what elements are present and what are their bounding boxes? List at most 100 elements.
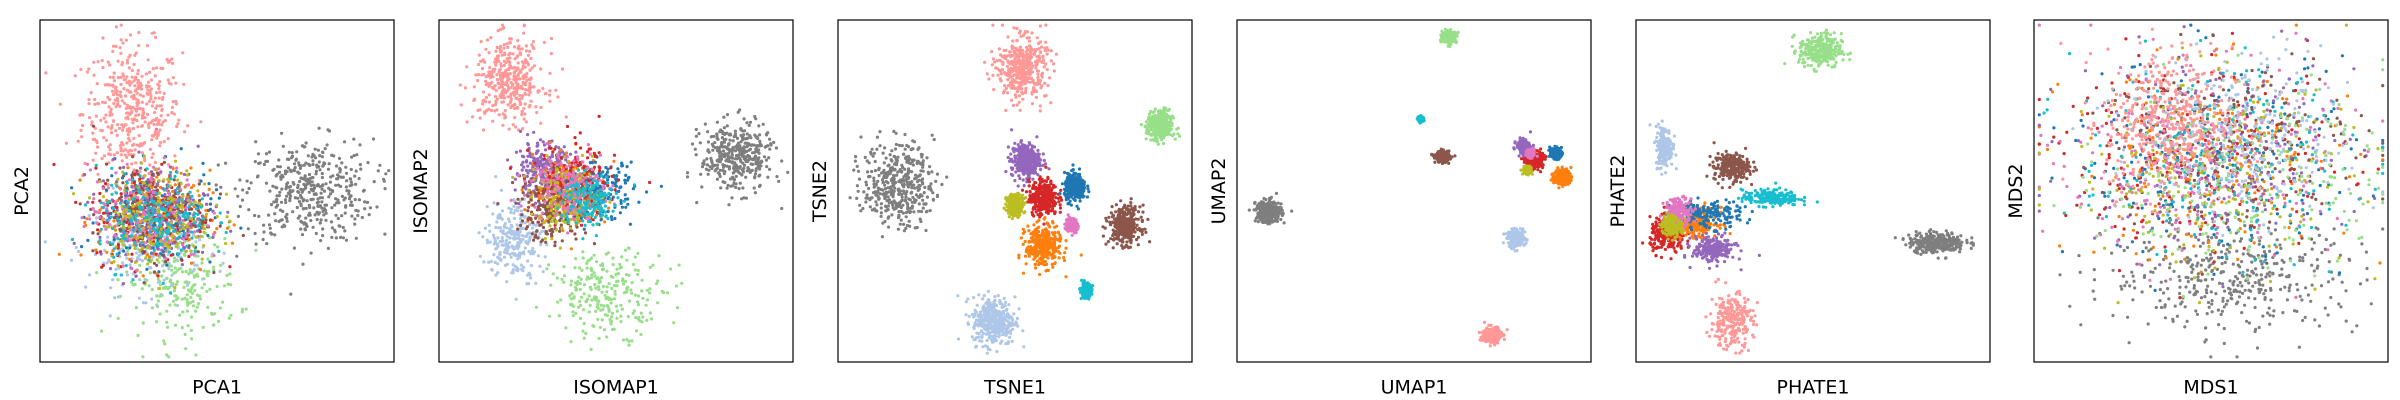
scatter-point <box>83 173 87 177</box>
scatter-point <box>150 251 154 255</box>
scatter-point <box>158 283 162 287</box>
scatter-point <box>171 299 176 303</box>
scatter-point <box>89 91 93 95</box>
scatter-point <box>618 186 622 190</box>
scatter-point <box>538 231 542 236</box>
scatter-point <box>534 105 538 109</box>
scatter-point <box>112 153 116 157</box>
scatter-point <box>495 54 499 59</box>
scatter-point <box>300 190 304 194</box>
scatter-point <box>168 223 172 227</box>
scatter-point <box>132 169 136 173</box>
scatter-point <box>159 66 163 70</box>
scatter-point <box>355 153 359 157</box>
scatter-point <box>109 215 113 219</box>
scatter-point <box>132 136 136 140</box>
scatter-point <box>216 163 220 167</box>
scatter-point <box>119 82 123 86</box>
scatter-point <box>521 251 525 255</box>
scatter-point <box>170 238 174 242</box>
scatter-point <box>731 171 735 175</box>
scatter-point <box>698 141 702 145</box>
scatter-point <box>262 162 266 167</box>
scatter-point <box>493 109 497 113</box>
scatter-point <box>136 78 140 83</box>
scatter-point <box>221 300 225 304</box>
scatter-point <box>208 260 212 264</box>
scatter-point <box>578 299 582 303</box>
scatter-point <box>173 159 178 163</box>
scatter-point <box>705 157 709 161</box>
scatter-point <box>494 225 498 230</box>
scatter-point <box>324 218 328 222</box>
scatter-point <box>600 267 605 272</box>
scatter-point <box>128 128 132 133</box>
scatter-point <box>144 241 148 245</box>
scatter-point <box>138 177 142 181</box>
scatter-point <box>162 156 166 160</box>
scatter-point <box>79 67 83 72</box>
scatter-point <box>140 100 144 104</box>
scatter-point <box>276 165 280 169</box>
scatter-point <box>195 206 199 211</box>
scatter-point <box>159 170 163 174</box>
scatter-point <box>333 230 337 234</box>
scatter-point <box>506 87 510 91</box>
scatter-point <box>316 183 320 187</box>
scatter-point <box>209 197 213 201</box>
scatter-point <box>191 304 196 308</box>
scatter-point <box>317 160 321 164</box>
scatter-point <box>512 45 517 49</box>
scatter-point <box>345 189 349 193</box>
scatter-point <box>73 74 77 78</box>
scatter-point <box>191 269 196 273</box>
scatter-point <box>319 239 323 243</box>
scatter-point <box>176 191 180 195</box>
scatter-point <box>485 205 489 209</box>
scatter-point <box>218 306 222 310</box>
scatter-point <box>534 281 538 285</box>
scatter-point <box>727 142 731 146</box>
scatter-point <box>626 315 630 319</box>
scatter-point <box>202 282 206 286</box>
scatter-point <box>133 260 137 264</box>
scatter-point <box>178 205 182 209</box>
scatter-point <box>507 127 511 131</box>
scatter-point <box>116 316 120 320</box>
scatter-point <box>103 181 108 186</box>
scatter-point <box>523 81 527 85</box>
scatter-point <box>612 297 617 301</box>
scatter-point <box>240 198 245 202</box>
scatter-point <box>766 144 770 148</box>
scatter-point <box>136 256 140 260</box>
scatter-point <box>769 142 773 146</box>
scatter-point <box>501 80 505 84</box>
scatter-point <box>128 139 132 143</box>
scatter-point <box>135 268 139 272</box>
scatter-point <box>184 235 188 239</box>
scatter-point <box>314 169 318 173</box>
scatter-point <box>134 243 138 247</box>
scatter-point <box>189 328 193 332</box>
scatter-point <box>581 256 585 260</box>
scatter-point <box>735 157 739 161</box>
scatter-point <box>733 132 737 136</box>
scatter-point <box>487 93 491 97</box>
scatter-point <box>150 194 154 199</box>
scatter-point <box>108 75 112 79</box>
scatter-point <box>507 245 511 250</box>
scatter-point <box>592 324 596 328</box>
scatter-point <box>194 240 198 244</box>
scatter-point <box>102 136 106 140</box>
scatter-point <box>147 225 151 229</box>
scatter-point <box>611 256 615 260</box>
scatter-point <box>160 230 164 234</box>
scatter-point <box>198 297 203 301</box>
scatter-point <box>528 151 532 155</box>
scatter-point <box>110 174 114 178</box>
scatter-point <box>95 251 99 255</box>
scatter-point <box>124 148 128 152</box>
scatter-point <box>129 280 134 284</box>
scatter-point <box>511 270 515 274</box>
scatter-point <box>627 246 631 250</box>
